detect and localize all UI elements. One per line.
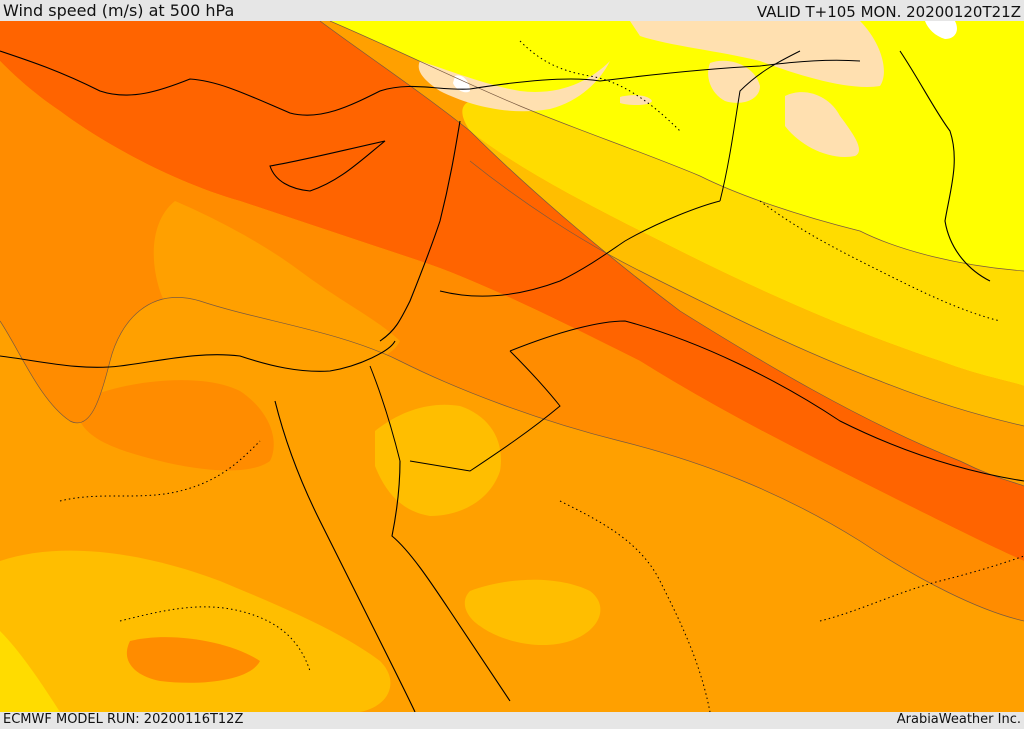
- internal-border-2: [759, 200, 1001, 322]
- patch-low-sw: [0, 631, 60, 712]
- contour-2: [319, 21, 1024, 487]
- band-mid-low: [470, 131, 1024, 426]
- patch-calm-4: [708, 60, 760, 103]
- coastline-egypt: [0, 340, 396, 372]
- patch-mid-low-sinai: [375, 404, 501, 516]
- band-high: [0, 61, 1024, 621]
- coastline-cyprus: [269, 140, 386, 192]
- patch-high-lower: [80, 380, 274, 471]
- contour-4: [0, 297, 1024, 622]
- header-bar: Wind speed (m/s) at 500 hPa VALID T+105 …: [0, 0, 1024, 21]
- patch-calm-2: [630, 21, 884, 87]
- border-jordan-saudi: [439, 200, 721, 297]
- border-syria-turkey: [469, 59, 861, 90]
- valid-time: VALID T+105 MON. 20200120T21Z: [756, 3, 1021, 21]
- patch-calm-5: [620, 95, 652, 106]
- band-highest: [0, 21, 1024, 561]
- patch-mid-low-se: [464, 579, 601, 646]
- internal-border-3: [559, 500, 711, 712]
- wind-speed-map[interactable]: [0, 21, 1024, 712]
- model-run: ECMWF MODEL RUN: 20200116T12Z: [3, 712, 244, 727]
- contour-3: [469, 160, 1024, 427]
- patch-high-south: [126, 637, 260, 683]
- border-iraq-iran: [719, 50, 801, 202]
- patch-calm-3: [785, 92, 860, 157]
- map-canvas: [0, 21, 1024, 712]
- patch-mid-low-sw: [0, 550, 391, 712]
- map-title: Wind speed (m/s) at 500 hPa: [3, 1, 235, 20]
- band-low: [462, 99, 1024, 387]
- footer-bar: ECMWF MODEL RUN: 20200116T12Z ArabiaWeat…: [0, 712, 1024, 729]
- coastline-levant: [379, 120, 461, 342]
- patch-calm-1: [418, 61, 610, 112]
- coastline-turkey: [0, 50, 471, 116]
- coastline-caspian: [899, 50, 991, 282]
- internal-border-6: [119, 606, 311, 672]
- internal-border-4: [819, 555, 1024, 622]
- credit: ArabiaWeather Inc.: [896, 712, 1021, 727]
- contour-1: [329, 21, 1024, 272]
- patch-none-2: [925, 21, 957, 39]
- patch-mid-west: [153, 201, 400, 363]
- coastline-red-sea-west: [274, 400, 416, 712]
- patch-none: [453, 75, 470, 93]
- border-saudi-jordan-south: [409, 350, 561, 472]
- border-sinai: [369, 365, 401, 462]
- coastline-red-sea-east: [391, 460, 511, 702]
- border-iraq-saudi: [509, 320, 1024, 482]
